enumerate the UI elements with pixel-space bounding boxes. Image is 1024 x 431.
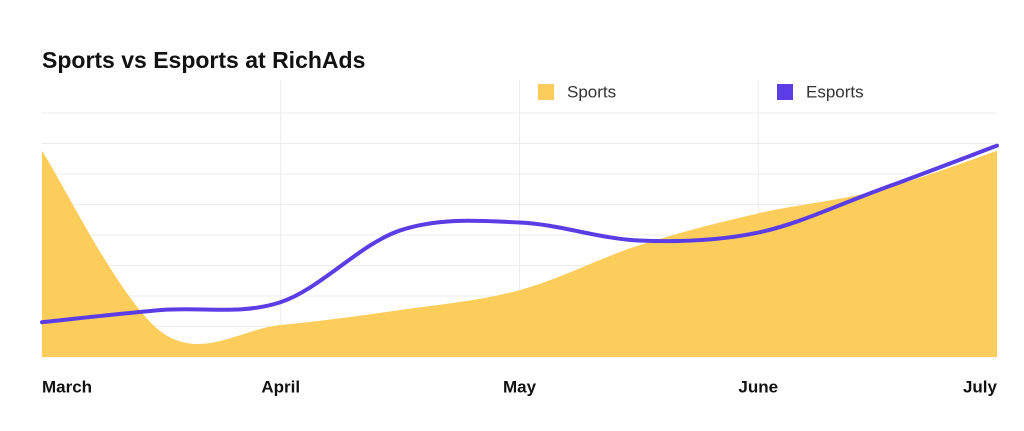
x-tick-label: July xyxy=(963,377,998,396)
x-tick-label: April xyxy=(261,377,300,396)
legend-swatch xyxy=(538,84,554,100)
legend-swatch xyxy=(777,84,793,100)
line xyxy=(40,143,999,325)
x-tick-label: May xyxy=(503,377,537,396)
legend-label: Esports xyxy=(806,82,864,101)
x-tick-label: June xyxy=(738,377,778,396)
x-tick-label: March xyxy=(42,377,92,396)
legend-label: Sports xyxy=(567,82,616,101)
area xyxy=(42,150,997,357)
chart-title: Sports vs Esports at RichAds xyxy=(42,47,365,73)
